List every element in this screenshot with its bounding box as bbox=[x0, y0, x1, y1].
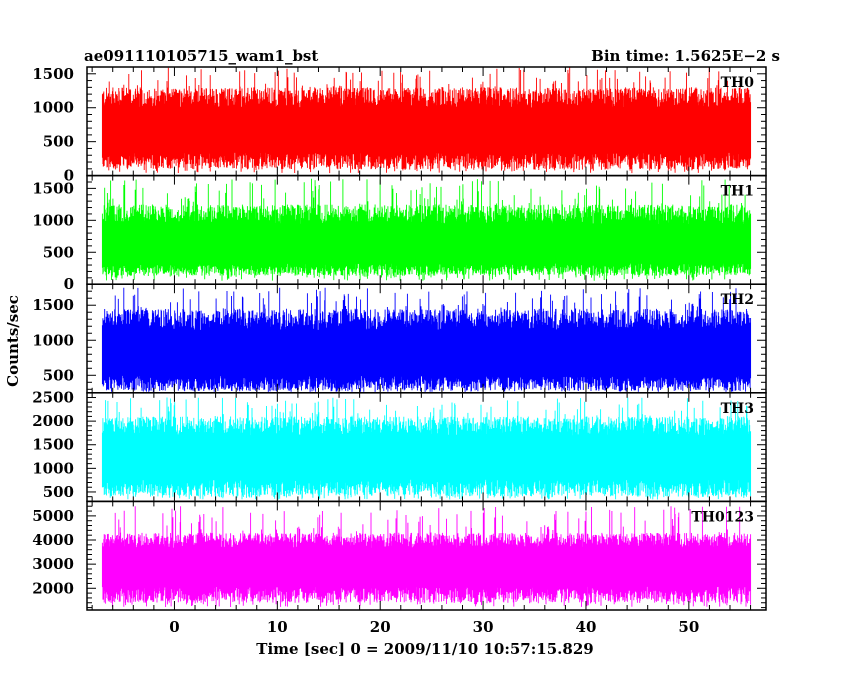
y-tick-label: 500 bbox=[43, 483, 74, 501]
y-tick-label: 1000 bbox=[32, 331, 74, 349]
x-tick-label: 30 bbox=[473, 618, 494, 636]
x-tick-label: 50 bbox=[678, 618, 699, 636]
x-tick-label: 40 bbox=[576, 618, 597, 636]
series-line-th0 bbox=[101, 67, 752, 174]
channel-label-th0: TH0 bbox=[721, 75, 755, 91]
series-line-th3 bbox=[101, 397, 752, 500]
y-tick-label: 2000 bbox=[32, 579, 74, 597]
y-tick-label: 1000 bbox=[32, 459, 74, 477]
panel-th0: 0 500 1000 1500 TH0 bbox=[32, 65, 767, 185]
channel-label-th3: TH3 bbox=[721, 401, 754, 417]
y-tick-label: 4000 bbox=[32, 531, 74, 549]
x-tick-label: 10 bbox=[267, 618, 288, 636]
x-axis-label: Time [sec] 0 = 2009/11/10 10:57:15.829 bbox=[256, 640, 593, 658]
plot-title-left: ae091110105715_wam1_bst bbox=[84, 47, 318, 65]
y-tick-label: 1000 bbox=[32, 211, 74, 229]
y-tick-label: 3000 bbox=[32, 555, 74, 573]
x-tick-label: 0 bbox=[169, 618, 179, 636]
y-tick-label: 1500 bbox=[32, 436, 74, 454]
y-tick-label: 2500 bbox=[32, 389, 74, 407]
panel-frame bbox=[86, 500, 767, 611]
channel-label-th0123: TH0123 bbox=[691, 509, 754, 525]
panel-th0123: 2000 3000 4000 5000 TH0123 0 10 20 30 40 50 bbox=[32, 500, 767, 636]
y-tick-label: 0 bbox=[64, 275, 74, 293]
y-tick-label: 1000 bbox=[32, 99, 74, 117]
panel-th1: 0 500 1000 1500 TH1 bbox=[32, 174, 767, 293]
y-axis-label: Counts/sec bbox=[4, 295, 22, 387]
y-tick-label: 500 bbox=[43, 133, 74, 151]
plot-title-right: Bin time: 1.5625E−2 s bbox=[591, 47, 780, 65]
y-tick-label: 5000 bbox=[32, 507, 74, 525]
series-line-th1 bbox=[101, 178, 752, 281]
panel-th3: 500 1000 1500 2000 2500 TH3 bbox=[32, 389, 767, 503]
y-tick-label: 1500 bbox=[32, 65, 74, 83]
y-tick-label: 500 bbox=[43, 366, 74, 384]
y-tick-label: 0 bbox=[64, 167, 74, 185]
panel-th2: 500 1000 1500 TH2 bbox=[32, 283, 767, 394]
channel-label-th2: TH2 bbox=[721, 292, 754, 308]
x-tick-label: 20 bbox=[370, 618, 391, 636]
channel-label-th1: TH1 bbox=[721, 184, 754, 200]
series-line-th0123 bbox=[101, 506, 752, 608]
series-line-th2 bbox=[101, 287, 752, 392]
y-tick-label: 1500 bbox=[32, 296, 74, 314]
y-tick-label: 2000 bbox=[32, 412, 74, 430]
y-tick-label: 1500 bbox=[32, 179, 74, 197]
y-tick-label: 500 bbox=[43, 243, 74, 261]
